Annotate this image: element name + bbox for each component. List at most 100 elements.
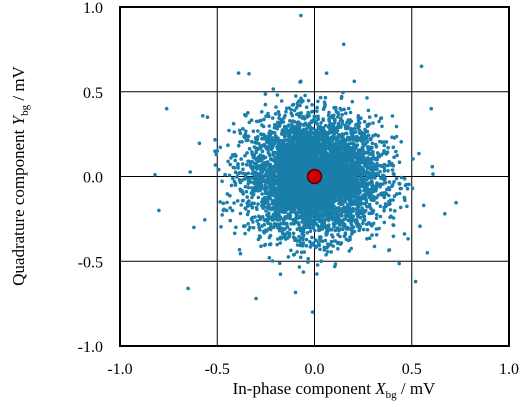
scatter-point: [316, 164, 320, 169]
scatter-point: [329, 135, 334, 139]
scatter-point: [257, 182, 261, 186]
scatter-point: [243, 113, 247, 117]
scatter-point: [258, 235, 263, 239]
scatter-point: [241, 171, 245, 176]
scatter-point: [308, 229, 313, 234]
scatter-point: [240, 190, 245, 194]
scatter-point: [367, 202, 372, 207]
scatter-point: [327, 223, 331, 227]
scatter-point: [321, 134, 325, 139]
scatter-point: [346, 188, 351, 193]
scatter-point: [304, 192, 308, 197]
scatter-point: [289, 180, 294, 184]
scatter-point: [250, 186, 254, 190]
scatter-point: [262, 196, 267, 200]
scatter-point: [362, 218, 367, 222]
scatter-point: [311, 221, 316, 226]
scatter-point: [380, 124, 384, 129]
scatter-point: [252, 145, 257, 149]
scatter-point: [282, 138, 287, 142]
scatter-point: [221, 208, 226, 213]
scatter-point: [317, 159, 322, 163]
scatter-point: [299, 241, 303, 245]
scatter-point: [318, 192, 322, 197]
scatter-point: [365, 166, 370, 170]
scatter-point: [266, 111, 270, 116]
scatter-point: [310, 110, 314, 114]
scatter-point: [326, 154, 330, 159]
scatter-point: [322, 192, 327, 197]
scatter-point: [286, 151, 291, 155]
scatter-point: [250, 201, 255, 205]
scatter-point: [297, 265, 302, 269]
scatter-point: [315, 272, 319, 276]
scatter-point: [338, 234, 342, 239]
scatter-point: [246, 204, 250, 208]
scatter-point: [297, 111, 301, 116]
scatter-point: [235, 175, 239, 179]
scatter-point: [326, 125, 331, 129]
scatter-point: [276, 225, 280, 230]
scatter-point: [321, 174, 326, 178]
scatter-point: [284, 106, 289, 111]
scatter-point: [287, 106, 292, 110]
scatter-point: [243, 231, 247, 236]
scatter-point: [363, 182, 367, 187]
scatter-point: [330, 195, 334, 199]
scatter-point: [331, 235, 335, 239]
scatter-point: [390, 168, 395, 172]
scatter-point: [317, 197, 322, 202]
scatter-point: [188, 170, 192, 174]
scatter-point: [290, 123, 294, 127]
scatter-point: [254, 185, 259, 189]
scatter-point: [233, 152, 237, 157]
scatter-point: [238, 211, 243, 216]
scatter-point: [378, 204, 383, 208]
scatter-point: [354, 162, 358, 167]
scatter-point: [352, 130, 357, 135]
scatter-point: [349, 213, 353, 217]
scatter-point: [285, 192, 290, 197]
scatter-point: [324, 217, 329, 221]
scatter-point: [251, 225, 256, 230]
scatter-point: [321, 127, 326, 132]
scatter-point: [262, 222, 267, 227]
scatter-point: [360, 154, 364, 159]
scatter-point: [251, 176, 256, 181]
scatter-point: [391, 234, 396, 239]
scatter-point: [398, 205, 403, 210]
scatter-point: [256, 147, 261, 151]
scatter-point: [262, 217, 267, 222]
scatter-point: [333, 158, 337, 162]
scatter-point: [303, 138, 308, 143]
scatter-point: [332, 222, 337, 226]
scatter-point: [302, 135, 306, 140]
scatter-point: [350, 202, 355, 206]
scatter-point: [294, 214, 299, 219]
scatter-point: [280, 202, 284, 206]
scatter-point: [392, 172, 396, 176]
scatter-point: [269, 157, 273, 161]
scatter-point: [375, 161, 379, 166]
scatter-point: [374, 113, 378, 118]
scatter-point: [350, 186, 355, 191]
scatter-point: [278, 241, 283, 245]
scatter-point: [308, 245, 313, 249]
scatter-point: [335, 160, 340, 165]
scatter-point: [357, 208, 362, 213]
scatter-point: [348, 110, 353, 115]
scatter-point: [346, 204, 351, 209]
scatter-point: [234, 225, 238, 230]
scatter-point: [247, 72, 251, 76]
scatter-point: [421, 203, 426, 208]
scatter-point: [391, 198, 395, 202]
scatter-point: [330, 161, 334, 166]
scatter-point: [261, 174, 265, 178]
scatter-point: [301, 127, 306, 132]
scatter-point: [330, 173, 334, 178]
scatter-point: [357, 226, 362, 231]
scatter-point: [323, 95, 328, 100]
scatter-point: [279, 132, 284, 136]
scatter-point: [255, 219, 259, 223]
scatter-point: [402, 196, 407, 200]
